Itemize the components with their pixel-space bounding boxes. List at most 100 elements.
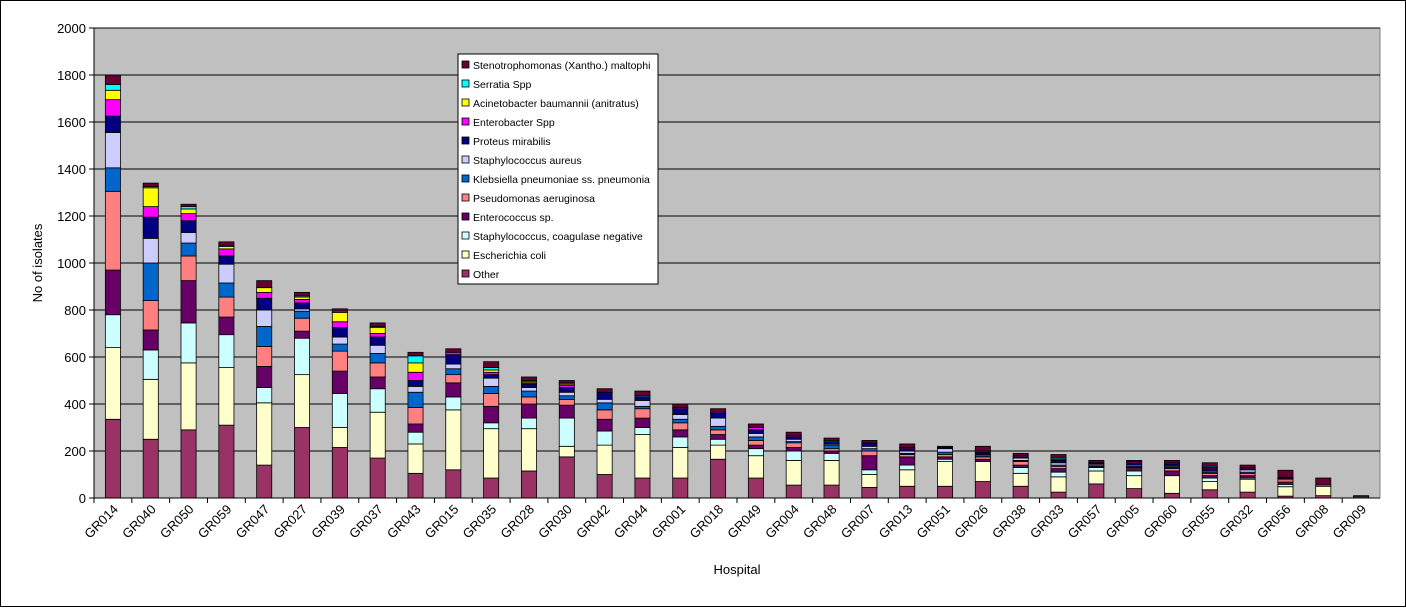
bar-segment: [937, 485, 953, 499]
bar-segment: [634, 408, 651, 419]
bar-segment: [369, 327, 386, 334]
bar-segment: [1088, 470, 1105, 485]
bar-segment: [218, 248, 235, 257]
bar-segment: [861, 455, 878, 471]
x-tick-label: GR051: [913, 502, 953, 542]
bar-segment: [672, 422, 689, 431]
bar-segment: [558, 380, 575, 384]
bar-segment: [747, 477, 764, 499]
bar-segment: [521, 403, 537, 419]
x-tick-label: GR033: [1027, 502, 1067, 542]
bar-segment: [104, 269, 121, 316]
bar-segment: [331, 311, 348, 323]
x-tick-label: GR018: [686, 502, 726, 542]
legend-swatch: [461, 174, 470, 183]
bar-segment: [294, 310, 310, 319]
bar-segment: [710, 444, 727, 460]
bar-segment: [104, 115, 121, 133]
bar-segment: [1012, 472, 1029, 487]
y-tick-label: 1000: [57, 256, 86, 271]
bar-segment: [1164, 459, 1180, 464]
bar-segment: [294, 302, 310, 310]
bar-segment: [1277, 486, 1294, 497]
bar-segment: [558, 387, 575, 393]
x-tick-label: GR014: [81, 502, 121, 542]
bar-segment: [558, 391, 575, 397]
bar-segment: [256, 464, 273, 499]
legend-swatch: [461, 212, 470, 221]
bar-segment: [747, 448, 764, 457]
bar-segment: [294, 299, 310, 304]
x-tick-label: GR047: [233, 502, 273, 542]
x-tick-label: GR056: [1254, 502, 1294, 542]
legend-swatch: [461, 98, 470, 107]
y-axis-title: No of isolates: [30, 223, 45, 302]
bar-segment: [407, 472, 424, 499]
bar-segment: [785, 484, 802, 499]
x-tick-label: GR004: [762, 502, 802, 542]
bar-segment: [407, 351, 424, 357]
bar-segment: [710, 429, 727, 435]
bar-segment: [596, 388, 613, 393]
y-tick-label: 600: [64, 350, 86, 365]
bar-segment: [899, 485, 916, 499]
bar-segment: [331, 336, 348, 345]
bar-segment: [823, 444, 840, 450]
bar-segment: [596, 409, 613, 420]
bar-segment: [142, 216, 159, 239]
legend-label: Enterococcus sp.: [473, 212, 554, 224]
x-tick-label: GR059: [195, 502, 235, 542]
bar-segment: [747, 444, 764, 450]
bar-segment: [369, 336, 386, 346]
bar-segment: [634, 417, 651, 428]
x-tick-label: GR060: [1140, 502, 1180, 542]
bar-segment: [861, 469, 878, 475]
bar-segment: [558, 445, 575, 458]
bar-segment: [294, 427, 310, 499]
bar-segment: [785, 450, 802, 461]
x-tick-label: GR032: [1216, 502, 1256, 542]
bar-segment: [596, 402, 613, 411]
bar-segment: [710, 425, 727, 431]
bar-segment: [1201, 477, 1218, 482]
bar-segment: [369, 362, 386, 378]
bar-segment: [521, 376, 537, 381]
bar-segment: [256, 402, 273, 466]
bar-segment: [369, 411, 386, 459]
bar-segment: [747, 440, 764, 446]
bar-segment: [672, 408, 689, 415]
bar-segment: [104, 418, 121, 499]
bar-segment: [256, 365, 273, 388]
bar-segment: [634, 427, 651, 435]
bar-segment: [747, 423, 764, 428]
x-tick-label: GR048: [800, 502, 840, 542]
bar-segment: [634, 400, 651, 407]
bar-segment: [407, 431, 424, 445]
bar-segment: [483, 422, 500, 430]
y-tick-label: 1200: [57, 209, 86, 224]
bar-segment: [899, 469, 916, 487]
x-tick-label: GR013: [876, 502, 916, 542]
bar-segment: [1126, 488, 1143, 499]
bar-segment: [180, 255, 197, 282]
bar-segment: [369, 388, 386, 413]
x-tick-label: GR039: [308, 502, 348, 542]
legend: Stenotrophomonas (Xantho.) maltophi Serra…: [457, 53, 659, 285]
x-tick-label: GR038: [989, 502, 1029, 542]
bar-segment: [218, 334, 235, 368]
bar-segment: [634, 477, 651, 499]
bar-segment: [1050, 491, 1067, 499]
bar-segment: [294, 291, 310, 297]
bar-segment: [180, 213, 197, 222]
bar-segment: [369, 344, 386, 354]
x-axis-title: Hospital: [714, 562, 761, 577]
bar-segment: [104, 99, 121, 117]
bar-segment: [558, 404, 575, 419]
legend-label: Staphylococcus, coagulase negative: [473, 231, 643, 243]
bar-segment: [218, 424, 235, 499]
bar-segment: [785, 447, 802, 452]
x-tick-label: GR037: [346, 502, 386, 542]
bar-segment: [710, 417, 727, 427]
bar-segment: [1201, 489, 1218, 499]
bar-segment: [974, 445, 991, 452]
